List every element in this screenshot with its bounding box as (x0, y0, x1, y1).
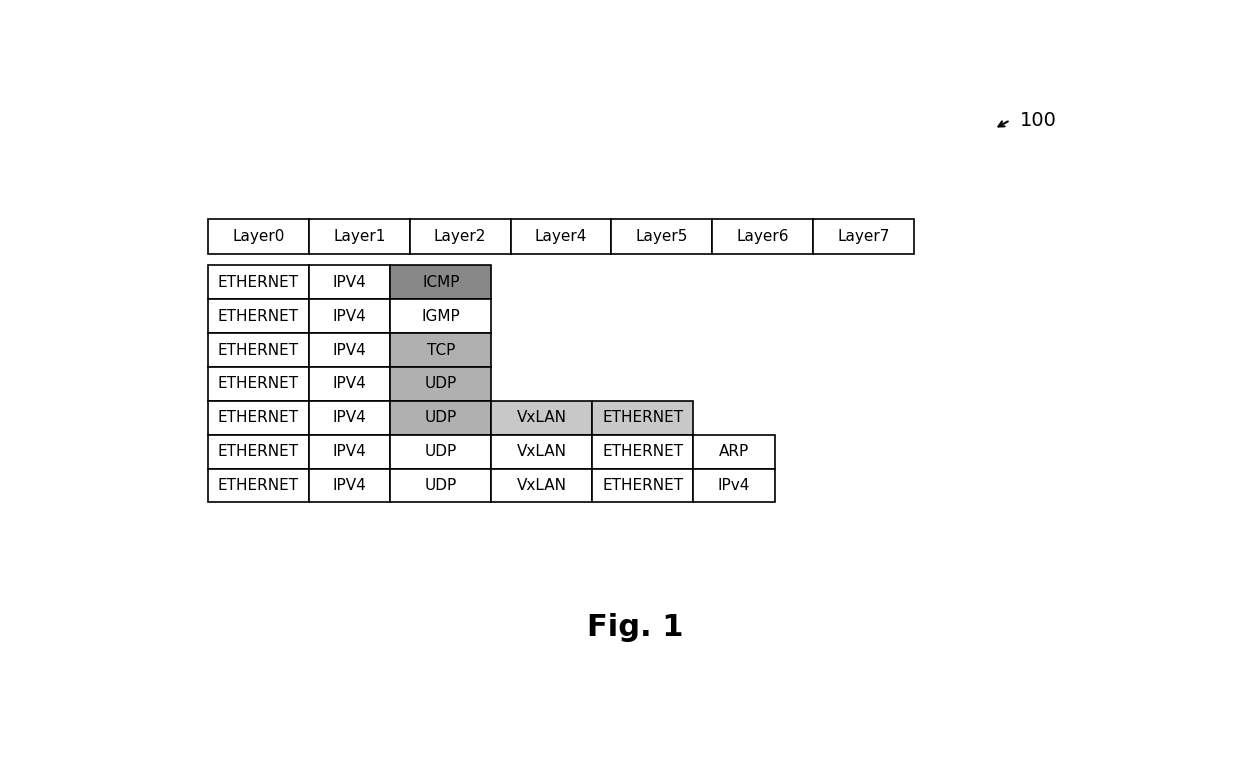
Bar (208, 334, 309, 367)
Text: UDP: UDP (425, 444, 458, 459)
Bar (693, 468, 775, 503)
Bar (391, 468, 491, 503)
Text: VxLAN: VxLAN (517, 444, 567, 459)
Bar (409, 219, 511, 255)
Text: Fig. 1: Fig. 1 (588, 613, 683, 643)
Text: ETHERNET: ETHERNET (603, 410, 683, 425)
Bar (309, 219, 409, 255)
Text: IPV4: IPV4 (332, 275, 367, 290)
Text: ARP: ARP (719, 444, 749, 459)
Text: Layer4: Layer4 (534, 230, 588, 244)
Text: UDP: UDP (425, 377, 458, 391)
Text: ETHERNET: ETHERNET (218, 343, 299, 358)
Bar (491, 435, 593, 468)
Bar (693, 435, 775, 468)
Text: ETHERNET: ETHERNET (218, 444, 299, 459)
Bar (593, 468, 693, 503)
Text: Layer1: Layer1 (334, 230, 386, 244)
Bar (712, 219, 813, 255)
Bar (391, 265, 491, 299)
Bar (309, 468, 391, 503)
Bar (511, 219, 611, 255)
Bar (208, 265, 309, 299)
Bar (611, 219, 712, 255)
Bar (309, 367, 391, 401)
Bar (813, 219, 914, 255)
Text: IPV4: IPV4 (332, 478, 367, 493)
Bar (208, 219, 309, 255)
Text: VxLAN: VxLAN (517, 478, 567, 493)
Text: IPV4: IPV4 (332, 343, 367, 358)
Text: UDP: UDP (425, 478, 458, 493)
Text: ETHERNET: ETHERNET (218, 275, 299, 290)
Bar (491, 468, 593, 503)
Text: IPV4: IPV4 (332, 444, 367, 459)
Text: 100: 100 (1019, 111, 1056, 130)
Bar (208, 401, 309, 435)
Bar (593, 435, 693, 468)
Text: ETHERNET: ETHERNET (218, 309, 299, 324)
Text: ETHERNET: ETHERNET (218, 410, 299, 425)
Text: IPv4: IPv4 (718, 478, 750, 493)
Text: ETHERNET: ETHERNET (218, 478, 299, 493)
Bar (391, 367, 491, 401)
Text: ICMP: ICMP (422, 275, 460, 290)
Bar (391, 334, 491, 367)
Bar (391, 299, 491, 334)
Bar (309, 299, 391, 334)
Text: IPV4: IPV4 (332, 377, 367, 391)
Text: UDP: UDP (425, 410, 458, 425)
Text: Layer2: Layer2 (434, 230, 486, 244)
Bar (309, 401, 391, 435)
Text: ETHERNET: ETHERNET (603, 444, 683, 459)
Bar (593, 401, 693, 435)
Text: TCP: TCP (427, 343, 455, 358)
Text: ETHERNET: ETHERNET (603, 478, 683, 493)
Text: IGMP: IGMP (422, 309, 460, 324)
Text: Layer6: Layer6 (737, 230, 789, 244)
Text: IPV4: IPV4 (332, 309, 367, 324)
Bar (391, 435, 491, 468)
Bar (309, 435, 391, 468)
Text: VxLAN: VxLAN (517, 410, 567, 425)
Text: Layer0: Layer0 (232, 230, 284, 244)
Text: Layer7: Layer7 (837, 230, 890, 244)
Bar (309, 334, 391, 367)
Bar (208, 468, 309, 503)
Bar (391, 401, 491, 435)
Bar (309, 265, 391, 299)
Text: IPV4: IPV4 (332, 410, 367, 425)
Bar (208, 435, 309, 468)
Bar (208, 367, 309, 401)
Bar (208, 299, 309, 334)
Bar (491, 401, 593, 435)
Text: Layer5: Layer5 (636, 230, 688, 244)
Text: ETHERNET: ETHERNET (218, 377, 299, 391)
